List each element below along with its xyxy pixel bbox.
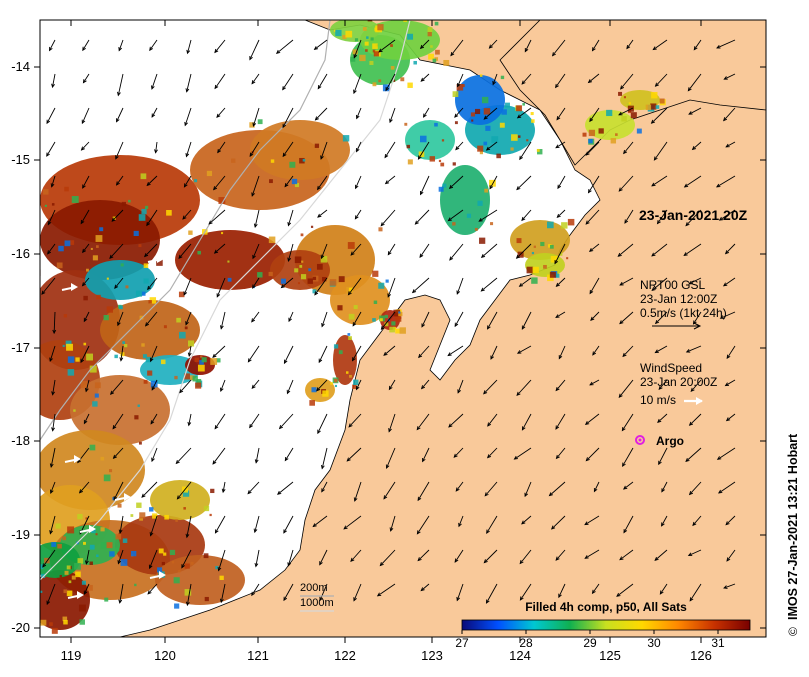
current-legend-time: 23-Jan 12:00Z (640, 292, 717, 306)
y-tick-label: -19 (11, 527, 30, 542)
x-tick-label: 123 (421, 648, 443, 663)
colorbar-tick-label: 29 (583, 636, 597, 650)
x-axis: 119 120 121 122 123 124 125 126 (61, 20, 712, 663)
wind-scale-arrow (684, 397, 703, 405)
y-tick-label: -15 (11, 152, 30, 167)
y-tick-label: -18 (11, 433, 30, 448)
wind-arrows (61, 255, 256, 599)
sst-data-layer (40, 20, 666, 634)
y-tick-label: -20 (11, 620, 30, 635)
colorbar-tick-label: 30 (647, 636, 661, 650)
wind-legend-scale: 10 m/s (640, 393, 676, 407)
current-scale-arrow (652, 322, 702, 330)
contour-1000m (40, 20, 411, 581)
copyright-symbol: © (786, 627, 800, 636)
current-legend-scale: 0.5m/s (1kt 24h) (640, 306, 727, 320)
colorbar-tick-label: 28 (519, 636, 533, 650)
wind-legend-title: WindSpeed (640, 361, 702, 375)
colorbar-ticks: 27 28 29 30 31 (455, 630, 725, 650)
imos-credit: IMOS 27-Jan-2021 13:21 Hobart (786, 433, 800, 620)
y-tick-label: -14 (11, 59, 30, 74)
current-legend-title: NRT00 GSL (640, 278, 705, 292)
colorbar (461, 619, 751, 631)
x-tick-label: 119 (61, 648, 82, 663)
plot-frame (39, 19, 767, 638)
contour-200m (40, 20, 331, 441)
argo-marker (635, 435, 645, 445)
map-title: 23-Jan-2021 20Z (639, 207, 748, 223)
y-axis: -14 -15 -16 -17 -18 -19 -20 (11, 59, 766, 635)
depth-legend-1000m: 1000m (300, 597, 334, 609)
x-tick-label: 121 (247, 648, 269, 663)
x-tick-label: 125 (599, 648, 621, 663)
y-tick-label: -16 (11, 246, 30, 261)
depth-legend-200m: 200m (300, 582, 328, 594)
argo-label: Argo (656, 434, 684, 448)
x-tick-label: 122 (334, 648, 356, 663)
colorbar-tick-label: 27 (455, 636, 469, 650)
wind-legend-time: 23-Jan 20:00Z (640, 375, 717, 389)
x-tick-label: 126 (690, 648, 712, 663)
x-tick-label: 120 (154, 648, 176, 663)
current-arrows (41, 39, 736, 607)
colorbar-tick-label: 31 (711, 636, 725, 650)
colorbar-title: Filled 4h comp, p50, All Sats (525, 600, 687, 614)
x-tick-label: 124 (509, 648, 531, 663)
y-tick-label: -17 (11, 340, 30, 355)
